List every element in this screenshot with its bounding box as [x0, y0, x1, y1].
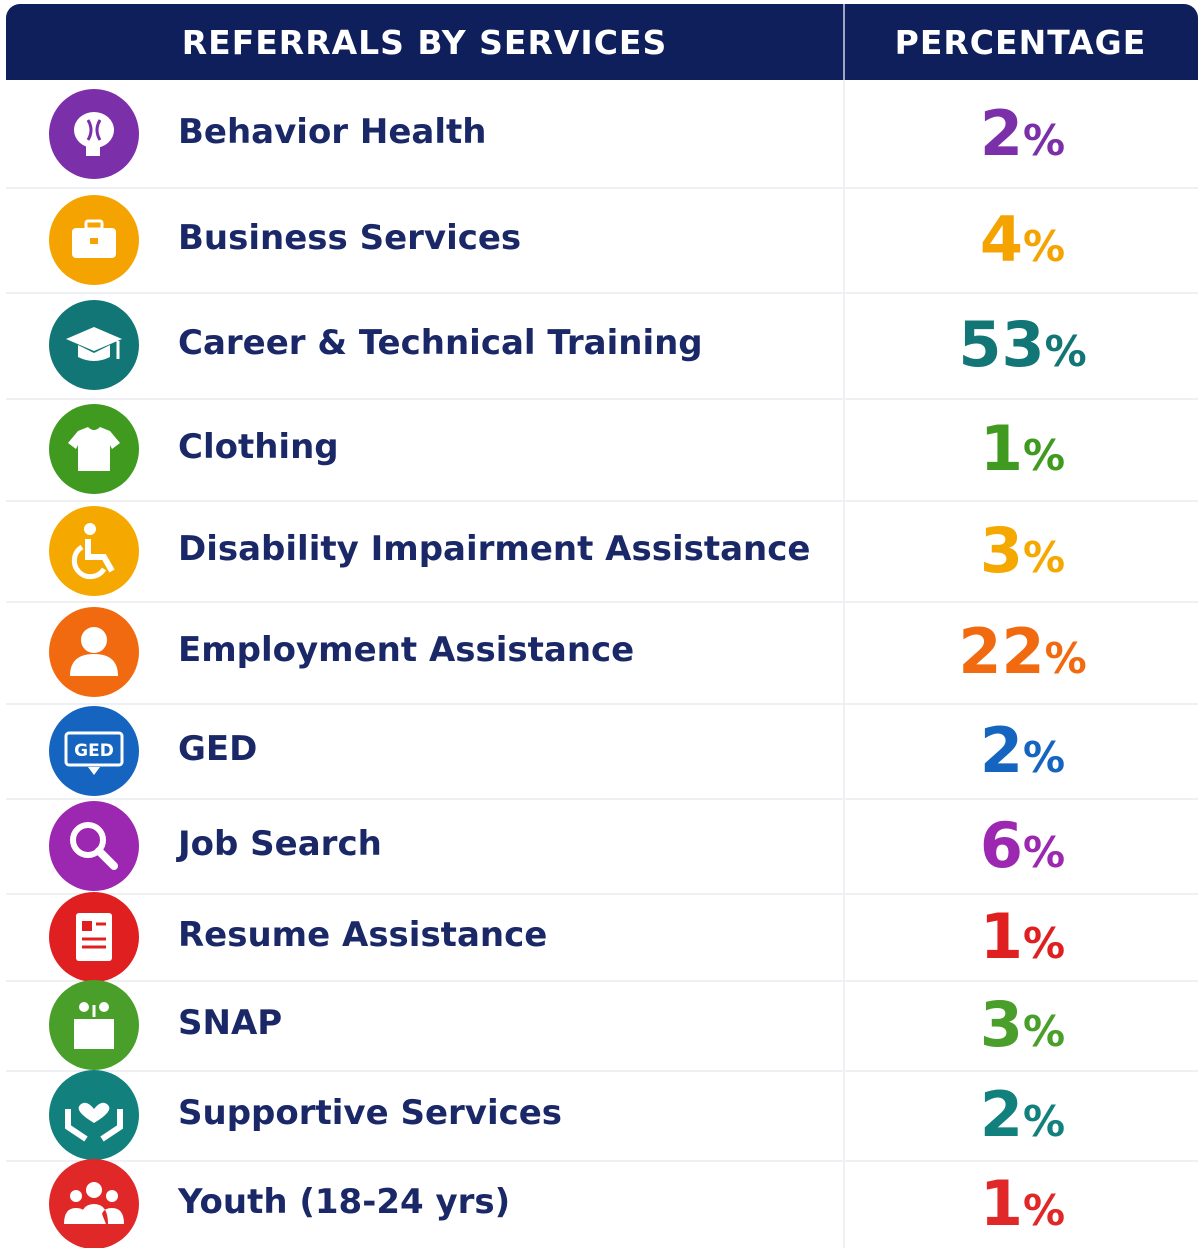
percentage: 3% — [843, 980, 1198, 1070]
header-cell: REFERRALS BY SERVICES — [6, 4, 843, 80]
table-row: SNAP 3% — [6, 980, 1198, 1072]
percentage: 3% — [843, 500, 1198, 601]
service-label: Behavior Health — [178, 111, 487, 152]
service-label: Employment Assistance — [178, 630, 635, 670]
percentage: 22% — [843, 601, 1198, 703]
row-icon — [49, 300, 139, 390]
service-label: Supportive Services — [178, 1093, 563, 1133]
service-label: Disability Impairment Assistance — [178, 528, 811, 569]
row-icon — [49, 607, 139, 697]
header-cell: PERCENTAGE — [843, 4, 1198, 80]
percentage: 1% — [843, 1160, 1198, 1248]
table-row: Supportive Services 2% — [6, 1070, 1198, 1162]
percentage: 1% — [843, 893, 1198, 980]
table-row: Clothing 1% — [6, 398, 1198, 502]
table-row: Business Services 4% — [6, 187, 1198, 294]
row-icon — [49, 1159, 139, 1248]
service-label: Job Search — [178, 823, 382, 864]
percentage: 2% — [843, 80, 1198, 187]
service-label: Career & Technical Training — [178, 323, 703, 363]
service-label: GED — [178, 728, 258, 769]
table-row: GED GED 2% — [6, 703, 1198, 800]
icon-text: GED — [74, 741, 114, 761]
service-label: Clothing — [178, 427, 339, 467]
service-label: SNAP — [178, 1003, 283, 1043]
percentage: 53% — [843, 292, 1198, 398]
service-label: Resume Assistance — [178, 914, 548, 955]
table-row: Career & Technical Training 53% — [6, 292, 1198, 400]
header-divider — [843, 4, 845, 80]
table-row: Resume Assistance 1% — [6, 891, 1198, 982]
row-icon — [49, 891, 139, 982]
percentage: 4% — [843, 187, 1198, 292]
table-row: Disability Impairment Assistance 3% — [6, 500, 1198, 603]
service-label: Youth (18-24 yrs) — [178, 1182, 511, 1222]
table: REFERRALS BY SERVICES PERCENTAGE Behavio… — [6, 4, 1198, 1248]
service-label: Business Services — [178, 217, 522, 258]
table-row: Behavior Health 2% — [6, 80, 1198, 189]
row-icon: GED — [49, 705, 139, 796]
table-row: Youth (18-24 yrs) 1% — [6, 1159, 1198, 1248]
row-icon — [49, 194, 139, 285]
percentage: 2% — [843, 1070, 1198, 1160]
row-icon — [49, 1070, 139, 1160]
table-row: Job Search 6% — [6, 798, 1198, 895]
percentage: 2% — [843, 703, 1198, 798]
row-icon — [49, 800, 139, 891]
row-icon — [49, 404, 139, 494]
row-icon — [49, 980, 139, 1070]
percentage: 6% — [843, 798, 1198, 893]
row-icon — [49, 88, 139, 179]
row-icon — [49, 505, 139, 596]
percentage: 1% — [843, 398, 1198, 500]
table-row: Employment Assistance 22% — [6, 601, 1198, 705]
